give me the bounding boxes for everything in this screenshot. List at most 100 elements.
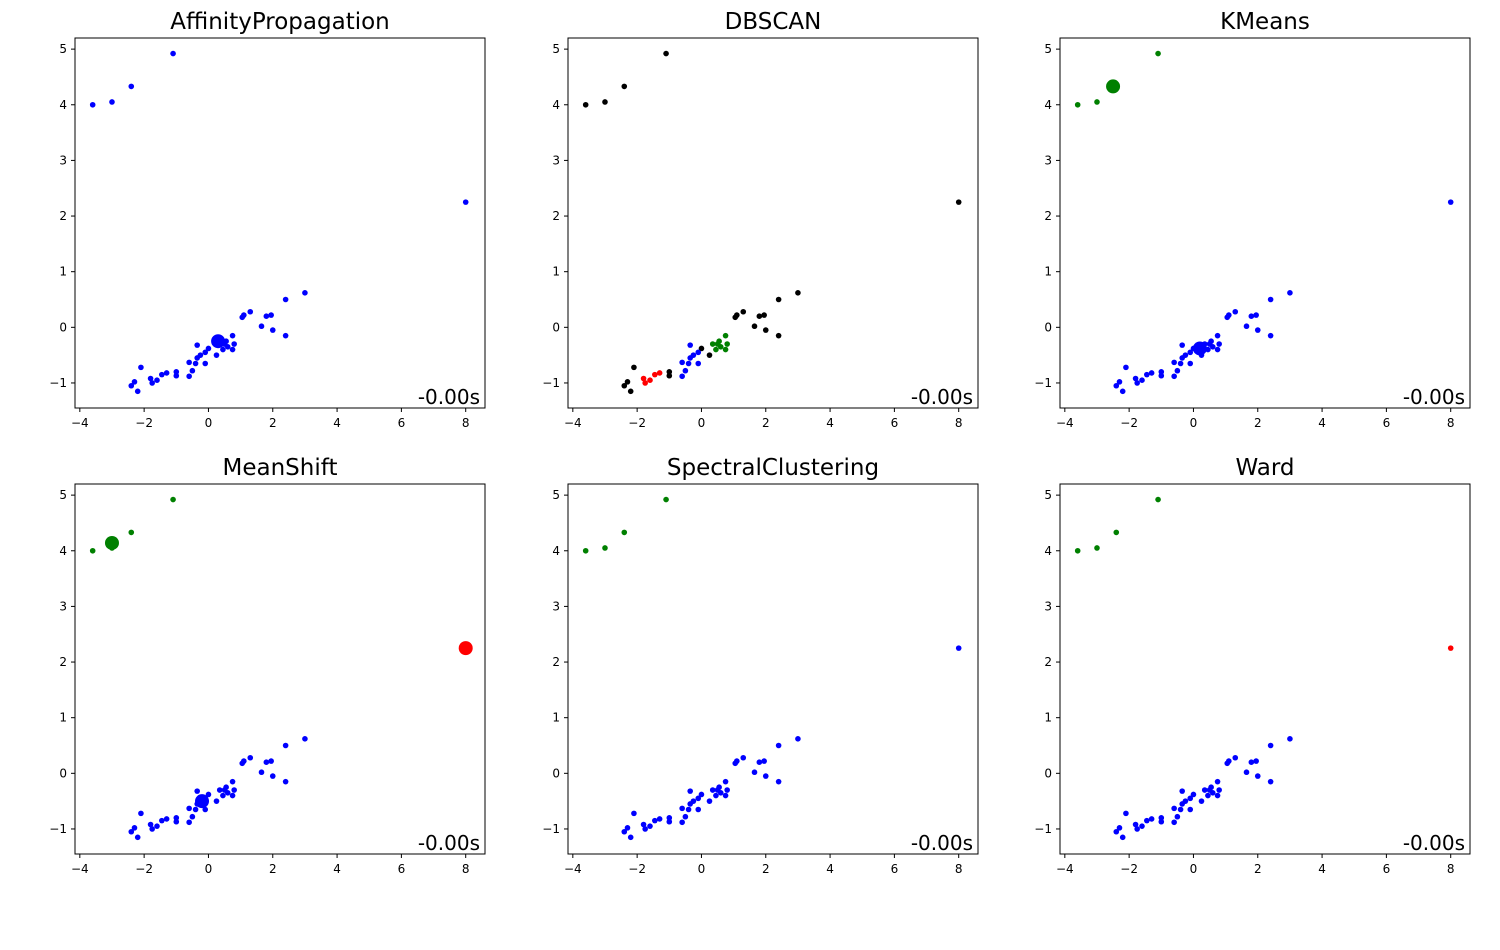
data-point <box>186 819 192 826</box>
timing-annotation: -0.00s <box>911 385 973 409</box>
data-point <box>173 369 180 375</box>
data-point <box>734 758 740 764</box>
data-point <box>1158 372 1165 379</box>
x-tick-label: 2 <box>762 862 770 876</box>
data-point <box>1267 332 1274 339</box>
x-tick-label: −2 <box>1120 416 1138 430</box>
data-point <box>1177 806 1184 813</box>
data-point <box>224 343 231 350</box>
data-point <box>1179 788 1185 794</box>
y-tick-label: 5 <box>552 488 560 502</box>
data-point <box>734 312 740 318</box>
x-tick-label: 6 <box>891 862 899 876</box>
data-point <box>1232 308 1239 315</box>
data-point <box>621 529 628 536</box>
data-point <box>202 349 209 356</box>
data-point <box>1254 327 1261 333</box>
data-point <box>775 332 782 339</box>
data-point <box>762 327 769 333</box>
subplot-spectralclustering: SpectralClustering −4 −2 0 2 4 6 8 −1 0 1 2 3 4 5 -0.00… <box>542 455 979 876</box>
subplot-title: DBSCAN <box>725 9 822 35</box>
x-tick-label: 8 <box>462 416 470 430</box>
data-point <box>795 290 801 296</box>
y-tick-label: −1 <box>49 376 67 390</box>
data-point <box>241 312 247 318</box>
x-tick-label: −4 <box>71 416 89 430</box>
x-tick-label: 4 <box>826 862 834 876</box>
data-point <box>627 834 634 841</box>
data-point <box>170 50 176 57</box>
y-tick-label: 5 <box>59 488 67 502</box>
data-point <box>186 373 192 380</box>
data-point <box>602 99 608 105</box>
data-point <box>663 496 669 503</box>
data-point <box>955 199 962 205</box>
data-point <box>138 364 144 371</box>
data-point <box>1187 360 1194 367</box>
data-point <box>229 346 236 353</box>
data-point <box>1232 754 1239 761</box>
data-point <box>1158 369 1165 375</box>
x-tick-label: −2 <box>1120 862 1138 876</box>
data-point <box>687 355 693 361</box>
data-point <box>258 769 265 776</box>
data-point <box>229 792 236 799</box>
data-point <box>220 792 226 799</box>
data-point <box>1171 805 1177 812</box>
data-point <box>1155 496 1161 503</box>
data-point <box>709 341 716 347</box>
y-tick-label: 5 <box>59 42 67 56</box>
data-point <box>1226 758 1232 764</box>
x-tick-label: 8 <box>1447 416 1455 430</box>
data-point <box>624 825 631 831</box>
plot-frame <box>74 37 486 409</box>
data-point <box>282 742 289 749</box>
data-point <box>642 380 648 386</box>
y-tick-label: 0 <box>1044 766 1052 780</box>
y-tick-label: −1 <box>542 822 560 836</box>
y-tick-label: 3 <box>552 599 560 613</box>
data-point <box>717 789 724 796</box>
data-point <box>1253 758 1259 764</box>
x-tick-label: 6 <box>1383 862 1391 876</box>
data-point <box>1214 346 1221 353</box>
data-point <box>1226 312 1232 318</box>
y-tick-label: 1 <box>59 265 67 279</box>
data-point <box>1287 290 1293 296</box>
x-tick-label: 6 <box>398 862 406 876</box>
data-point <box>713 792 719 799</box>
data-point <box>685 360 692 367</box>
y-tick-label: 3 <box>552 153 560 167</box>
data-point <box>194 342 200 348</box>
x-tick-label: −4 <box>71 862 89 876</box>
plot-frame <box>1059 37 1471 409</box>
y-tick-label: 0 <box>1044 320 1052 334</box>
data-point <box>1190 791 1197 798</box>
data-point <box>1174 367 1181 374</box>
data-point <box>268 758 274 764</box>
data-point <box>751 769 758 776</box>
data-point <box>1123 810 1129 817</box>
x-tick-label: 2 <box>762 416 770 430</box>
data-point <box>194 355 200 361</box>
data-point <box>1113 828 1120 835</box>
data-point <box>775 296 782 303</box>
data-point <box>231 341 237 347</box>
timing-annotation: -0.00s <box>911 831 973 855</box>
data-point <box>1119 388 1126 395</box>
data-point <box>147 821 154 828</box>
x-tick-label: 0 <box>205 416 213 430</box>
data-point <box>1113 529 1120 536</box>
data-point <box>706 798 713 804</box>
data-point <box>1248 759 1255 765</box>
data-point <box>740 754 747 761</box>
data-point <box>679 819 685 826</box>
data-point <box>263 313 270 319</box>
x-tick-label: −4 <box>564 416 582 430</box>
data-point <box>687 788 693 794</box>
data-point <box>205 345 212 352</box>
data-point <box>695 806 702 813</box>
x-tick-label: 8 <box>462 862 470 876</box>
data-point <box>147 375 154 382</box>
data-point <box>1243 323 1250 330</box>
